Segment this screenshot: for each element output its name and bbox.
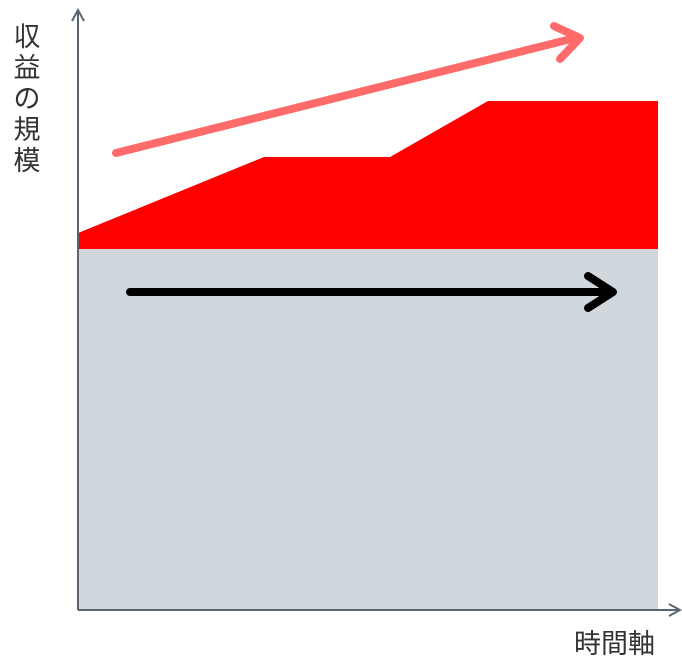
y-axis-label: 収益の規模 bbox=[13, 22, 41, 177]
growth-trend-arrow bbox=[112, 22, 584, 157]
x-axis-label: 時間軸 bbox=[574, 629, 655, 660]
base-revenue-area bbox=[78, 249, 658, 610]
flat-trend-arrow bbox=[126, 272, 617, 312]
growth-revenue-area bbox=[78, 101, 658, 249]
